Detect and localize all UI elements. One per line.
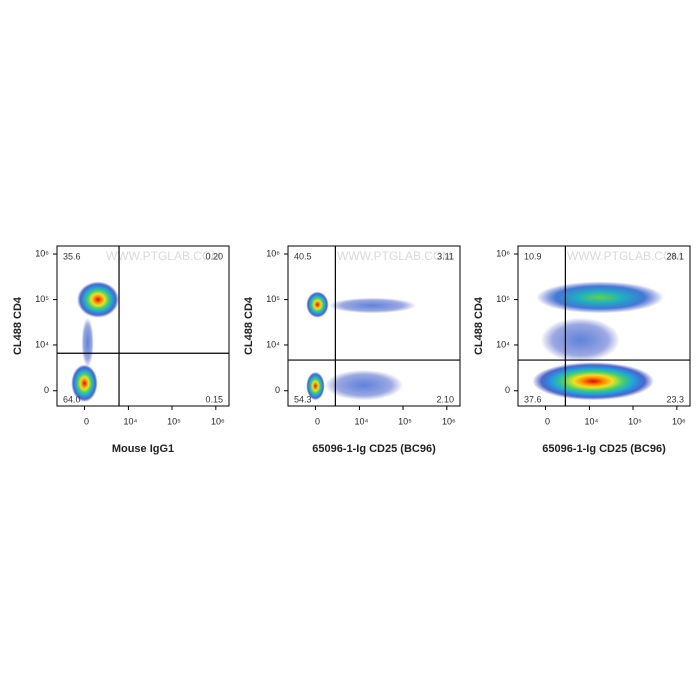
x-tick-label: 0 [545, 416, 550, 426]
watermark: WWW.PTGLAB.COM [567, 249, 682, 263]
x-tick-label: 10⁵ [628, 416, 642, 426]
y-tick-label: 10⁶ [266, 248, 280, 258]
y-tick-label: 0 [275, 385, 280, 395]
quadrant-percent: 3.11 [437, 251, 454, 261]
y-tick-label: 10⁴ [496, 339, 510, 349]
y-tick-label: 10⁵ [496, 294, 510, 304]
x-tick-label: 10⁶ [211, 416, 225, 426]
x-tick-label: 10⁴ [354, 416, 368, 426]
plot-frame [287, 245, 461, 407]
panel: WWW.PTGLAB.COM 0 10⁴ 10⁵ 10⁶ 0 10⁴ 10⁵ 10⁶ 35.6 0.… [12, 245, 230, 455]
plot-area: WWW.PTGLAB.COM [71, 249, 221, 402]
y-tick-label: 10⁵ [266, 294, 280, 304]
y-tick-label: 10⁵ [35, 294, 49, 304]
plot-frame [56, 245, 230, 407]
x-tick-label: 10⁴ [584, 416, 598, 426]
plot-area: WWW.PTGLAB.COM [532, 249, 682, 401]
cell-population [536, 281, 664, 314]
x-tick-label: 0 [315, 416, 320, 426]
x-tick-label: 10⁵ [398, 416, 412, 426]
cell-population [71, 364, 98, 402]
quadrant-percent: 0.15 [205, 394, 223, 404]
y-axis-label: CL488 CD4 [243, 296, 255, 355]
x-tick-label: 10⁴ [123, 416, 137, 426]
cell-population [81, 317, 94, 368]
x-axis-label: 65096-1-Ig CD25 (BC96) [542, 443, 666, 455]
x-tick-label: 0 [84, 416, 89, 426]
quadrant-percent: 54.3 [294, 394, 312, 404]
quadrant-percent: 28.1 [666, 251, 684, 261]
plot-area: WWW.PTGLAB.COM [306, 249, 452, 401]
cell-population [324, 370, 404, 401]
panel: WWW.PTGLAB.COM 0 10⁴ 10⁵ 10⁶ 0 10⁴ 10⁵ 10⁶ 40.5 3.… [243, 245, 461, 455]
y-axis-label: CL488 CD4 [12, 296, 24, 355]
quadrant-percent: 23.3 [666, 394, 684, 404]
quadrant-percent: 37.6 [524, 394, 542, 404]
cell-population [540, 317, 620, 363]
cell-population [306, 371, 325, 401]
x-tick-label: 10⁵ [167, 416, 181, 426]
panel: WWW.PTGLAB.COM 0 10⁴ 10⁵ 10⁶ 0 10⁴ 10⁵ 10⁶ 10.9 28… [473, 245, 691, 455]
cell-population [77, 281, 120, 318]
cell-population [306, 291, 329, 318]
x-axis-label: Mouse IgG1 [112, 443, 174, 455]
y-tick-label: 10⁴ [35, 339, 49, 349]
x-tick-label: 10⁶ [442, 416, 456, 426]
quadrant-percent: 2.10 [436, 394, 454, 404]
quadrant-percent: 40.5 [294, 251, 312, 261]
plot-frame [517, 245, 691, 407]
quadrant-percent: 64.0 [63, 394, 81, 404]
quadrant-percent: 0.20 [205, 251, 223, 261]
x-tick-label: 10⁶ [672, 416, 686, 426]
y-axis-label: CL488 CD4 [473, 296, 485, 355]
quadrant-percent: 35.6 [63, 251, 81, 261]
quadrant-percent: 10.9 [524, 251, 542, 261]
y-tick-label: 10⁶ [35, 248, 49, 258]
watermark: WWW.PTGLAB.COM [106, 249, 221, 263]
watermark: WWW.PTGLAB.COM [337, 249, 452, 263]
y-tick-label: 0 [44, 385, 49, 395]
cell-population [532, 362, 654, 401]
cell-population [328, 297, 417, 314]
y-tick-label: 10⁴ [266, 339, 280, 349]
y-tick-label: 0 [505, 385, 510, 395]
x-axis-label: 65096-1-Ig CD25 (BC96) [312, 443, 436, 455]
y-tick-label: 10⁶ [496, 248, 510, 258]
